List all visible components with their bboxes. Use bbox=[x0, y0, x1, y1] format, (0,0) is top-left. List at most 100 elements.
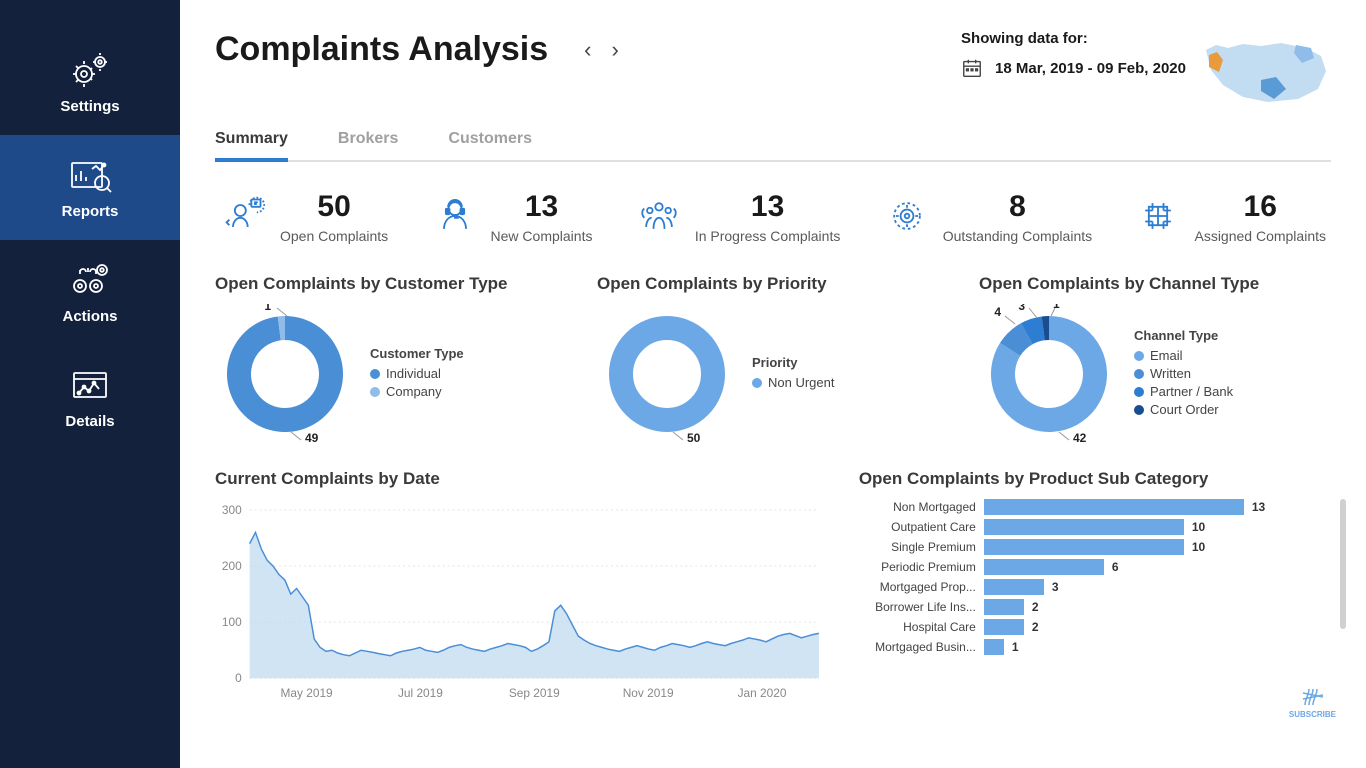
hbar-bar bbox=[984, 519, 1184, 535]
sidebar-label: Settings bbox=[60, 98, 119, 115]
svg-text:42: 42 bbox=[1073, 431, 1087, 444]
hbar-row[interactable]: Outpatient Care 10 bbox=[859, 519, 1331, 535]
svg-text:Jan 2020: Jan 2020 bbox=[738, 686, 787, 700]
tab-customers[interactable]: Customers bbox=[448, 130, 532, 160]
hbar-value: 6 bbox=[1112, 560, 1119, 574]
tab-brokers[interactable]: Brokers bbox=[338, 130, 398, 160]
kpi-icon bbox=[883, 192, 931, 240]
hbar-row[interactable]: Single Premium10 bbox=[859, 539, 1331, 555]
hbar-bar bbox=[984, 499, 1244, 515]
hbar-value: 2 bbox=[1032, 620, 1039, 634]
hbar-label: Hospital Care bbox=[859, 620, 984, 634]
sidebar-label: Details bbox=[65, 413, 114, 430]
kpi-row: 50 Open Complaints 13 New Complaints 13In Pr… bbox=[215, 192, 1331, 244]
kpi-value: 50 bbox=[317, 192, 350, 222]
kpi-card[interactable]: 50 Open Complaints bbox=[220, 192, 388, 244]
kpi-label: Open Complaints bbox=[280, 228, 388, 244]
hbar-row[interactable]: Mortgaged Prop...3 bbox=[859, 579, 1331, 595]
calendar-icon bbox=[961, 57, 983, 79]
chart-title: Open Complaints by Product Sub Category bbox=[859, 469, 1331, 489]
date-showing-label: Showing data for: bbox=[961, 30, 1186, 47]
area-chart: Current Complaints by Date 0100200300May… bbox=[215, 469, 829, 714]
hbar-value: 2 bbox=[1032, 600, 1039, 614]
legend-item[interactable]: Court Order bbox=[1134, 402, 1233, 417]
kpi-card[interactable]: 8 Outstanding Complaints bbox=[883, 192, 1092, 244]
date-range[interactable]: 18 Mar, 2019 - 09 Feb, 2020 bbox=[995, 60, 1186, 77]
hbar-value: 13 bbox=[1252, 500, 1265, 514]
next-arrow[interactable]: › bbox=[606, 37, 625, 63]
legend-item[interactable]: Individual bbox=[370, 366, 464, 381]
hbar-row[interactable]: Periodic Premium 6 bbox=[859, 559, 1331, 575]
hbar-bar bbox=[984, 619, 1024, 635]
svg-text:300: 300 bbox=[222, 503, 242, 517]
area-svg[interactable]: 0100200300May 2019Jul 2019Sep 2019Nov 20… bbox=[215, 499, 829, 709]
hbar-bar bbox=[984, 559, 1104, 575]
chart-title: Open Complaints by Customer Type bbox=[215, 274, 567, 294]
kpi-card[interactable]: 13 New Complaints bbox=[431, 192, 593, 244]
hbar-value: 10 bbox=[1192, 520, 1205, 534]
legend-item[interactable]: Non Urgent bbox=[752, 375, 834, 390]
settings-icon bbox=[65, 50, 115, 90]
kpi-card[interactable]: 16 Assigned Complaints bbox=[1134, 192, 1326, 244]
kpi-label: New Complaints bbox=[491, 228, 593, 244]
legend-item[interactable]: Partner / Bank bbox=[1134, 384, 1233, 399]
svg-text:Sep 2019: Sep 2019 bbox=[509, 686, 560, 700]
sidebar-item-details[interactable]: Details bbox=[0, 345, 180, 450]
tab-summary[interactable]: Summary bbox=[215, 130, 288, 162]
svg-text:0: 0 bbox=[235, 671, 242, 685]
legend-item[interactable]: Company bbox=[370, 384, 464, 399]
kpi-value: 8 bbox=[1009, 192, 1026, 222]
hbar-bar bbox=[984, 579, 1044, 595]
legend-title: Priority bbox=[752, 355, 834, 370]
svg-text:100: 100 bbox=[222, 615, 242, 629]
legend-item[interactable]: Written bbox=[1134, 366, 1233, 381]
chart-title: Current Complaints by Date bbox=[215, 469, 829, 489]
hbar-row[interactable]: Mortgaged Busin... 1 bbox=[859, 639, 1331, 655]
sidebar-label: Actions bbox=[62, 308, 117, 325]
legend-item[interactable]: Email bbox=[1134, 348, 1233, 363]
donut-channel: Open Complaints by Channel Type 42431 Ch… bbox=[979, 274, 1331, 444]
sidebar-item-actions[interactable]: Actions bbox=[0, 240, 180, 345]
kpi-card[interactable]: 13In Progress Complaints bbox=[635, 192, 841, 244]
map-thumbnail[interactable] bbox=[1201, 30, 1331, 105]
legend: Customer Type Individual Company bbox=[370, 346, 464, 402]
donut-customer-type: Open Complaints by Customer Type 149 Cus… bbox=[215, 274, 567, 444]
kpi-label: Assigned Complaints bbox=[1194, 228, 1326, 244]
svg-text:1: 1 bbox=[264, 304, 271, 313]
hbar-value: 10 bbox=[1192, 540, 1205, 554]
chart-title: Open Complaints by Priority bbox=[597, 274, 949, 294]
hbar-label: Outpatient Care bbox=[859, 520, 984, 534]
prev-arrow[interactable]: ‹ bbox=[578, 37, 597, 63]
legend: Channel Type Email Written Partner / Bank C… bbox=[1134, 328, 1233, 420]
donut-svg[interactable]: 42431 bbox=[979, 304, 1119, 444]
hbar-label: Mortgaged Prop... bbox=[859, 580, 984, 594]
legend-title: Channel Type bbox=[1134, 328, 1233, 343]
donut-svg[interactable]: 149 bbox=[215, 304, 355, 444]
svg-text:3: 3 bbox=[1018, 304, 1025, 313]
svg-text:50: 50 bbox=[687, 431, 701, 444]
hbar-label: Periodic Premium bbox=[859, 560, 984, 574]
donut-svg[interactable]: 50 bbox=[597, 304, 737, 444]
kpi-label: In Progress Complaints bbox=[695, 228, 841, 244]
kpi-value: 13 bbox=[525, 192, 558, 222]
hbar-row[interactable]: Borrower Life Ins...2 bbox=[859, 599, 1331, 615]
subscribe-button[interactable]: SUBSCRIBE bbox=[1289, 683, 1336, 719]
kpi-label: Outstanding Complaints bbox=[943, 228, 1092, 244]
svg-text:May 2019: May 2019 bbox=[281, 686, 334, 700]
kpi-icon bbox=[635, 192, 683, 240]
scrollbar[interactable] bbox=[1340, 499, 1346, 629]
header: Complaints Analysis ‹ › Showing data for… bbox=[215, 30, 1331, 105]
tabs: Summary Brokers Customers bbox=[215, 130, 1331, 162]
hbar-value: 1 bbox=[1012, 640, 1019, 654]
kpi-value: 16 bbox=[1244, 192, 1277, 222]
hbar-row[interactable]: Hospital Care 2 bbox=[859, 619, 1331, 635]
donut-priority: Open Complaints by Priority 50 Priority … bbox=[597, 274, 949, 444]
hbar-row[interactable]: Non Mortgaged13 bbox=[859, 499, 1331, 515]
sidebar-item-settings[interactable]: Settings bbox=[0, 30, 180, 135]
kpi-icon bbox=[1134, 192, 1182, 240]
reports-icon bbox=[65, 155, 115, 195]
sidebar-item-reports[interactable]: Reports bbox=[0, 135, 180, 240]
hbar-chart: Open Complaints by Product Sub Category … bbox=[859, 469, 1331, 714]
hbar-label: Mortgaged Busin... bbox=[859, 640, 984, 654]
legend-title: Customer Type bbox=[370, 346, 464, 361]
